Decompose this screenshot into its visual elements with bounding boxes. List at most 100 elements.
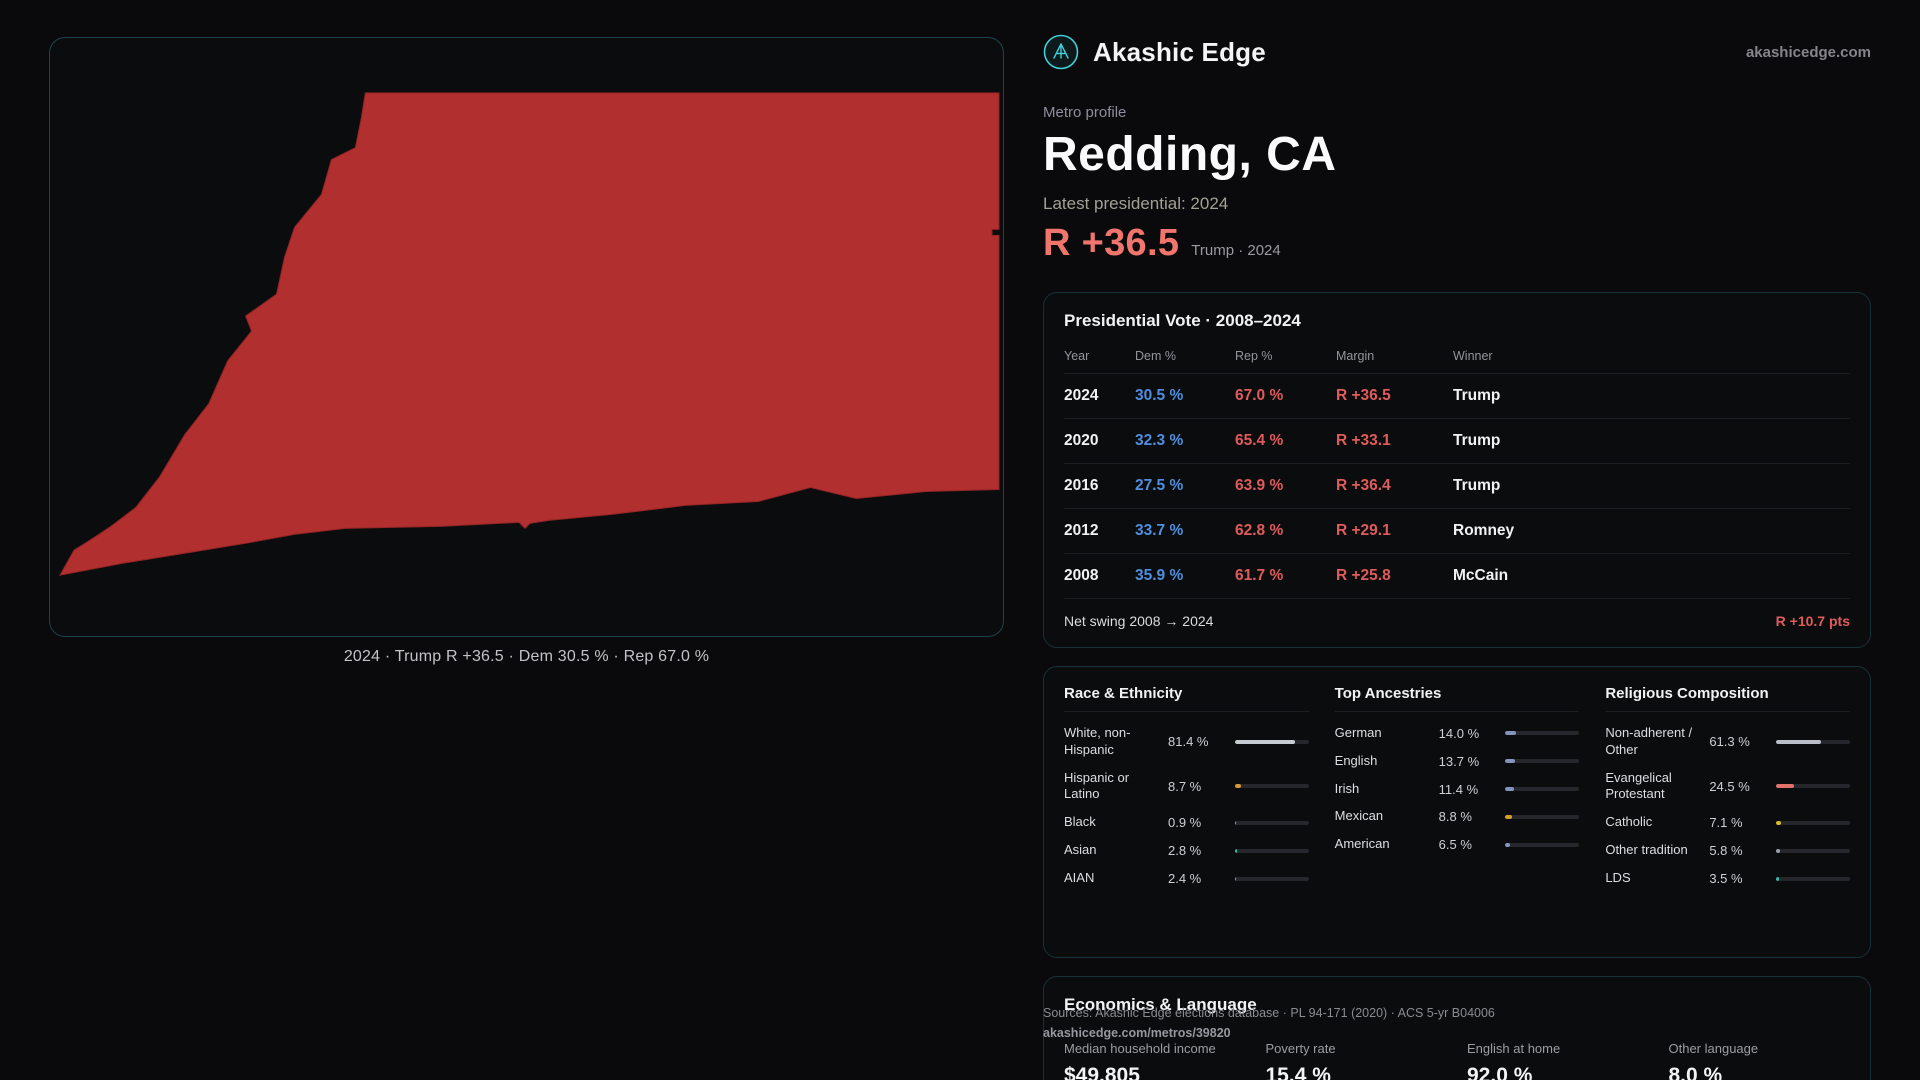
stat-row: LDS 3.5 % bbox=[1605, 870, 1850, 887]
stat-row: English 13.7 % bbox=[1335, 753, 1580, 770]
brand-domain-link[interactable]: akashicedge.com bbox=[1745, 43, 1871, 61]
stat-value: 0.9 % bbox=[1168, 815, 1202, 831]
stat-bar-fill bbox=[1776, 848, 1781, 853]
vote-cell-year: 2024 bbox=[1064, 373, 1135, 419]
stat-bar bbox=[1234, 848, 1309, 853]
econ-stats: Median household income $49,805 Poverty ra… bbox=[1064, 1041, 1850, 1080]
religious-composition-title: Religious Composition bbox=[1605, 685, 1850, 712]
vote-cell-margin: R +29.1 bbox=[1336, 508, 1453, 554]
net-swing-label: Net swing 2008 → 2024 bbox=[1064, 612, 1214, 629]
vote-cell-year: 2016 bbox=[1064, 463, 1135, 509]
stat-row: Asian 2.8 % bbox=[1064, 842, 1309, 859]
stat-label: White, non-Hispanic bbox=[1064, 724, 1131, 757]
stat-label: Asian bbox=[1064, 842, 1097, 858]
econ-stat: Median household income $49,805 bbox=[1064, 1041, 1246, 1080]
map-panel bbox=[49, 37, 1004, 637]
profile-eyebrow: Metro profile bbox=[1043, 104, 1127, 121]
stat-value: 8.8 % bbox=[1438, 809, 1472, 825]
profile-column: Akashic Edge akashicedge.com Metro profi… bbox=[1043, 30, 1871, 1080]
presidential-vote-panel: Presidential Vote · 2008–2024 Year Dem %… bbox=[1043, 291, 1871, 648]
race-ethnicity-section: Race & Ethnicity White, non-Hispanic 81.4… bbox=[1064, 685, 1309, 939]
stat-row: Mexican 8.8 % bbox=[1335, 808, 1580, 825]
vote-row: 2016 27.5 % 63.9 % R +36.4 Trump bbox=[1064, 463, 1850, 509]
stat-row: Non-adherent / Other 61.3 % bbox=[1605, 725, 1850, 759]
page-footer: Sources: Akashic Edge elections database… bbox=[1043, 1006, 1495, 1041]
stat-label: American bbox=[1334, 836, 1390, 852]
stat-label: Other tradition bbox=[1605, 842, 1688, 858]
net-swing-value: R +10.7 pts bbox=[1775, 612, 1850, 629]
stat-label: Mexican bbox=[1334, 808, 1384, 824]
vote-cell-year: 2012 bbox=[1064, 508, 1135, 554]
stat-bar-fill bbox=[1505, 759, 1516, 764]
col-header-year: Year bbox=[1064, 340, 1135, 374]
stat-row: Black 0.9 % bbox=[1064, 814, 1309, 831]
map-caption: 2024 · Trump R +36.5 · Dem 30.5 % · Rep … bbox=[343, 648, 710, 665]
stat-value: 81.4 % bbox=[1168, 734, 1209, 750]
vote-cell-rep: 65.4 % bbox=[1235, 418, 1336, 464]
headline-margin-caption: Trump · 2024 bbox=[1191, 241, 1281, 259]
stat-label: AIAN bbox=[1064, 870, 1095, 886]
vote-table: Year Dem % Rep % Margin Winner 2024 30.5 … bbox=[1064, 340, 1850, 599]
stat-bar bbox=[1505, 842, 1580, 847]
col-header-dem: Dem % bbox=[1135, 340, 1235, 374]
permalink[interactable]: akashicedge.com/metros/39820 bbox=[1043, 1025, 1231, 1040]
latest-election-label: Latest presidential: 2024 bbox=[1043, 193, 1229, 213]
county-map bbox=[59, 92, 1000, 576]
stat-label: Non-adherent / Other bbox=[1605, 724, 1693, 757]
stat-row: Catholic 7.1 % bbox=[1605, 814, 1850, 831]
vote-cell-winner: Trump bbox=[1453, 463, 1850, 509]
econ-stat-label: English at home bbox=[1467, 1040, 1561, 1056]
stat-value: 61.3 % bbox=[1709, 734, 1750, 750]
stat-value: 3.5 % bbox=[1709, 871, 1743, 887]
race-ethnicity-title: Race & Ethnicity bbox=[1064, 685, 1309, 712]
stat-value: 11.4 % bbox=[1438, 781, 1479, 797]
econ-stat: English at home 92.0 % bbox=[1467, 1041, 1649, 1080]
sources-line: Sources: Akashic Edge elections database… bbox=[1043, 1006, 1495, 1020]
county-map-shape bbox=[59, 92, 1000, 576]
stat-label: Catholic bbox=[1605, 814, 1653, 830]
stat-bar bbox=[1505, 787, 1580, 792]
stat-value: 8.7 % bbox=[1168, 778, 1202, 794]
stat-row: Irish 11.4 % bbox=[1335, 781, 1580, 798]
vote-row: 2012 33.7 % 62.8 % R +29.1 Romney bbox=[1064, 508, 1850, 554]
religious-composition-list: Non-adherent / Other 61.3 % Evangelical Pr… bbox=[1605, 725, 1850, 887]
stat-label: Irish bbox=[1334, 780, 1360, 796]
vote-cell-winner: Trump bbox=[1453, 373, 1850, 419]
vote-cell-margin: R +33.1 bbox=[1336, 418, 1453, 464]
stat-bar bbox=[1234, 820, 1309, 825]
stat-label: Hispanic or Latino bbox=[1064, 769, 1130, 802]
stat-bar-fill bbox=[1234, 784, 1242, 789]
economics-title: Economics & Language bbox=[1064, 994, 1257, 1014]
vote-row: 2008 35.9 % 61.7 % R +25.8 McCain bbox=[1064, 553, 1850, 599]
brand-logo-icon bbox=[1043, 34, 1079, 70]
brand-header: Akashic Edge akashicedge.com bbox=[1043, 30, 1871, 74]
stat-bar bbox=[1234, 876, 1309, 881]
stat-bar bbox=[1776, 876, 1850, 881]
econ-stat-value: $49,805 bbox=[1064, 1063, 1140, 1080]
stat-bar-fill bbox=[1234, 739, 1295, 744]
stat-bar-fill bbox=[1776, 784, 1795, 789]
econ-stat: Other language 8.0 % bbox=[1669, 1041, 1851, 1080]
vote-cell-dem: 30.5 % bbox=[1135, 373, 1235, 419]
stat-bar bbox=[1505, 814, 1580, 819]
stat-value: 24.5 % bbox=[1709, 778, 1750, 794]
col-header-rep: Rep % bbox=[1235, 340, 1336, 374]
stat-value: 2.8 % bbox=[1168, 843, 1202, 859]
col-header-margin: Margin bbox=[1336, 340, 1453, 374]
stat-bar-fill bbox=[1776, 876, 1779, 881]
stat-bar bbox=[1234, 739, 1309, 744]
vote-cell-dem: 32.3 % bbox=[1135, 418, 1235, 464]
vote-cell-dem: 27.5 % bbox=[1135, 463, 1235, 509]
vote-cell-margin: R +25.8 bbox=[1336, 553, 1453, 599]
headline-margin-value: R +36.5 bbox=[1043, 221, 1180, 264]
econ-stat-label: Median household income bbox=[1064, 1040, 1216, 1056]
stat-bar-fill bbox=[1234, 848, 1237, 853]
econ-stat-value: 15.4 % bbox=[1265, 1063, 1331, 1080]
vote-cell-margin: R +36.5 bbox=[1336, 373, 1453, 419]
stat-bar-fill bbox=[1776, 820, 1782, 825]
stat-label: LDS bbox=[1605, 870, 1631, 886]
econ-stat: Poverty rate 15.4 % bbox=[1266, 1041, 1448, 1080]
stat-label: German bbox=[1334, 724, 1382, 740]
stat-bar bbox=[1776, 784, 1850, 789]
